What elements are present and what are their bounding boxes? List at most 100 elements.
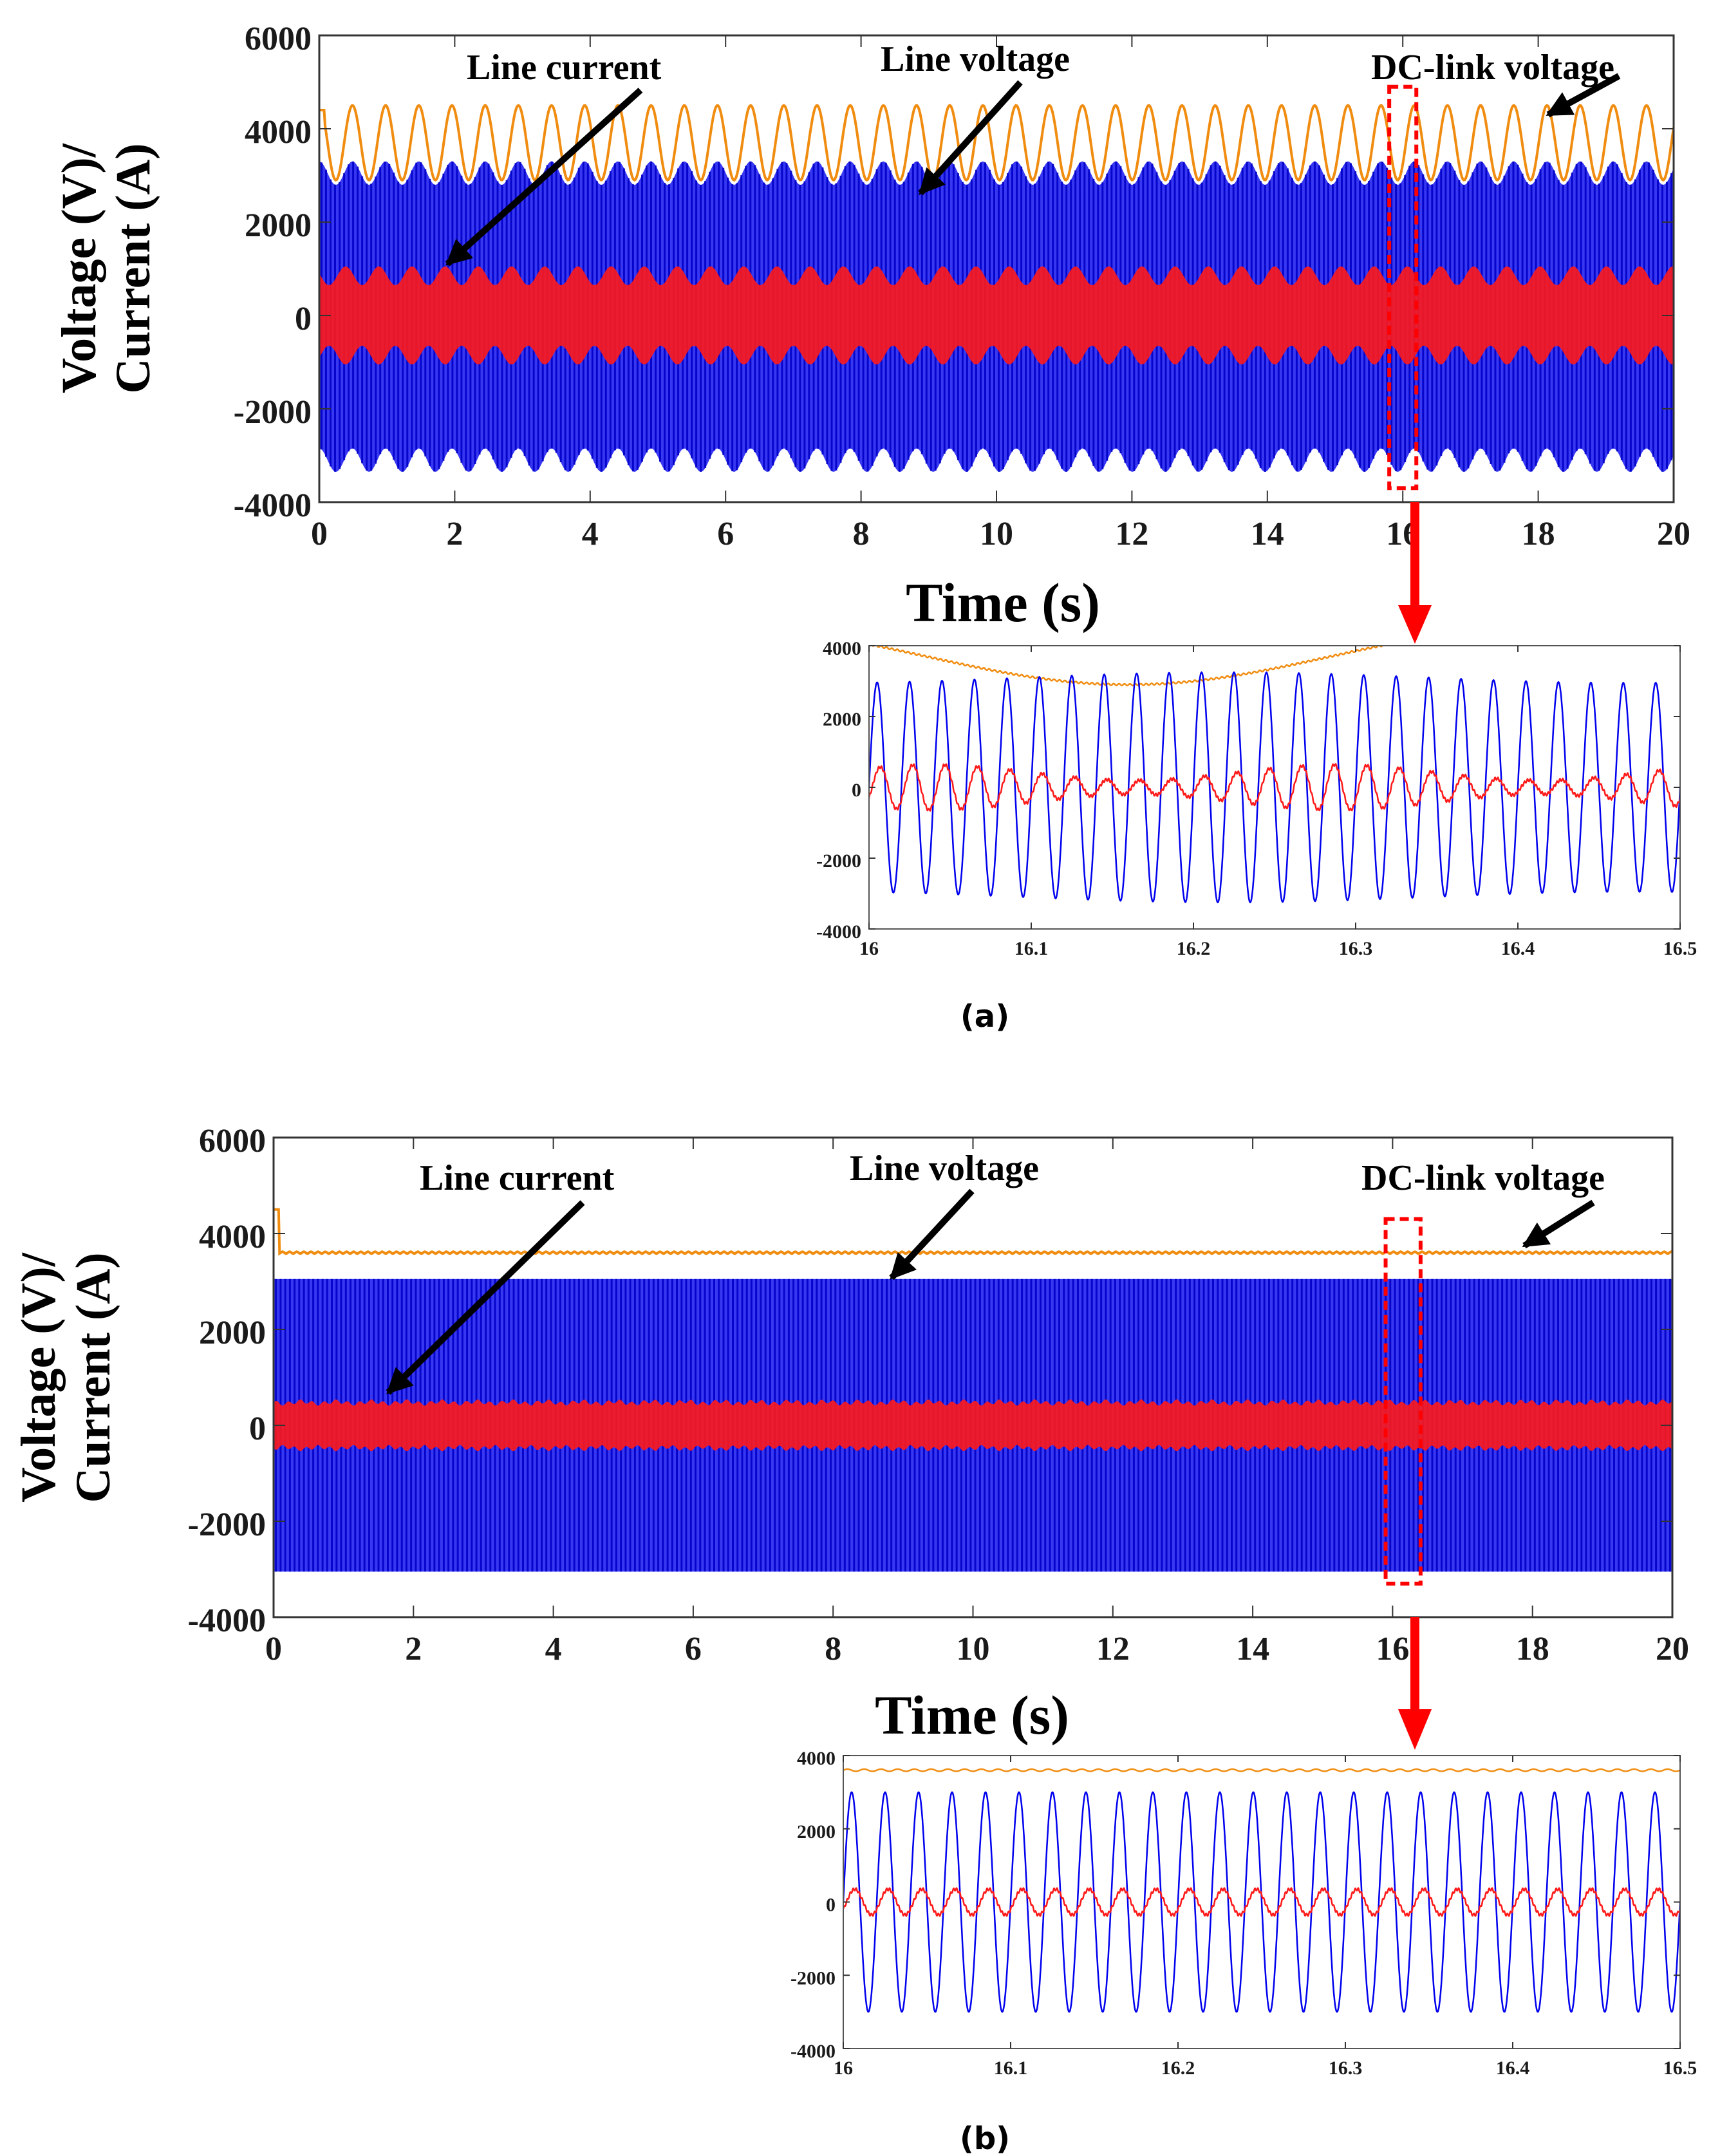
annotation-arrow-line-current — [386, 1200, 585, 1395]
x-tick-label: 4 — [545, 1631, 562, 1667]
x-tick-label: 16.5 — [1663, 938, 1697, 959]
y-tick-label: -4000 — [790, 2041, 836, 2062]
x-tick-label: 12 — [1115, 516, 1148, 552]
chart-a-main: 0 2 4 6 8 10 12 14 16 18 20 -4000-2000020004000600… — [52, 21, 1690, 644]
x-tick-label: 0 — [265, 1631, 282, 1667]
y-tick-label: 4000 — [245, 114, 312, 151]
line-current-line — [869, 763, 1680, 812]
plot-area-a-zoom — [869, 646, 1680, 904]
x-tick-label: 6 — [717, 516, 734, 552]
x-tick-label: 16.3 — [1339, 938, 1373, 959]
y-tick-label: 4000 — [199, 1219, 266, 1255]
dc-link-voltage-line — [871, 646, 1388, 687]
line-voltage-line — [869, 671, 1680, 904]
x-tick-label: 16.4 — [1501, 938, 1535, 959]
dc-link-voltage-line — [843, 1768, 1680, 1772]
dc-link-voltage-line — [274, 1208, 1672, 1256]
x-tick-label: 16 — [859, 938, 879, 959]
zoom-down-arrow-head — [1398, 605, 1432, 644]
y-ticks: -4000 -2000 0 2000 4000 6000 — [234, 21, 1674, 524]
annotation-arrow-line-current — [445, 88, 643, 267]
x-ticks: 16 16.1 16.2 16.3 16.4 16.5 — [834, 1756, 1697, 2079]
x-tick-label: 8 — [825, 1631, 841, 1667]
annotation-arrow-line-voltage — [889, 1188, 975, 1280]
x-tick-label: 16.2 — [1177, 938, 1211, 959]
x-tick-label: 2 — [446, 516, 463, 552]
y-tick-label: -2000 — [188, 1506, 266, 1543]
annotation-arrow-dc-link-voltage — [1546, 73, 1621, 118]
x-tick-label: 16 — [1376, 1631, 1409, 1667]
x-tick-label: 18 — [1516, 1631, 1549, 1667]
x-tick-label: 10 — [980, 516, 1013, 552]
annotation-dc-link-voltage: DC-link voltage — [1371, 48, 1614, 88]
y-axis-label-line1: Voltage (V)/ — [12, 1252, 66, 1503]
x-ticks: 0 2 4 6 8 10 12 14 16 18 20 — [311, 35, 1690, 552]
y-tick-label: 2000 — [823, 709, 861, 730]
chart-b-main: 0 2 4 6 8 10 12 14 16 18 20 -4000 -2000 0 2000 4000 600… — [12, 1123, 1689, 1750]
y-ticks: -4000 -2000 0 2000 4000 — [816, 638, 1680, 942]
plot-area-b-zoom — [843, 1768, 1680, 2013]
annotation-line-current: Line current — [420, 1158, 615, 1198]
x-tick-label: 16.3 — [1329, 2058, 1363, 2079]
annotation-arrow-line-voltage — [918, 80, 1023, 196]
x-tick-label: 8 — [853, 516, 870, 552]
y-tick-label: 6000 — [199, 1123, 266, 1159]
y-tick-label: -2000 — [790, 1967, 836, 1989]
x-axis-label: Time (s) — [906, 572, 1100, 633]
x-tick-label: 16.5 — [1663, 2058, 1697, 2079]
x-tick-label: 16.2 — [1161, 2058, 1195, 2079]
y-ticks: -4000 -2000 0 2000 4000 6000 — [188, 1123, 1672, 1639]
line-current-line — [843, 1887, 1680, 1917]
x-tick-label: 12 — [1096, 1631, 1130, 1667]
y-tick-label: -2000 — [234, 394, 312, 431]
y-tick-label: 0 — [249, 1411, 266, 1447]
x-tick-label: 20 — [1656, 1631, 1689, 1667]
x-tick-label: 16.4 — [1496, 2058, 1530, 2079]
y-tick-label: 6000 — [245, 21, 312, 57]
annotation-arrow-dc-link-voltage — [1522, 1199, 1595, 1249]
line-voltage-line — [843, 1791, 1680, 2013]
annotation-line-voltage: Line voltage — [850, 1148, 1039, 1188]
plot-area-b-main — [274, 1208, 1672, 1572]
y-tick-label: 2000 — [245, 207, 312, 244]
x-tick-label: 16 — [834, 2058, 853, 2079]
y-tick-label: 0 — [826, 1895, 836, 1916]
y-tick-label: 2000 — [797, 1821, 836, 1842]
y-axis-label-line2: Current (A) — [66, 1252, 120, 1503]
line-current-band — [319, 266, 1674, 365]
chart-a-zoom: 16 16.1 16.2 16.3 16.4 16.5 -4000 -2000 0 2000 40… — [816, 638, 1697, 959]
x-ticks: 0 2 4 6 8 10 12 14 16 18 20 — [265, 1138, 1689, 1667]
caption-b: (b) — [960, 2121, 1010, 2156]
x-tick-label: 16.1 — [994, 2058, 1028, 2079]
highlight-box — [1383, 1217, 1423, 1586]
x-tick-label: 6 — [685, 1631, 702, 1667]
annotation-line-current: Line current — [467, 48, 662, 88]
x-tick-label: 2 — [405, 1631, 422, 1667]
x-tick-label: 10 — [957, 1631, 990, 1667]
x-tick-label: 16.1 — [1014, 938, 1049, 959]
annotation-line-voltage: Line voltage — [881, 39, 1070, 79]
y-ticks: -4000 -2000 0 2000 4000 — [790, 1748, 1680, 2062]
highlight-box — [1387, 84, 1419, 491]
x-tick-label: 4 — [582, 516, 599, 552]
y-tick-label: 4000 — [823, 638, 861, 659]
y-tick-label: 0 — [852, 780, 861, 801]
zoom-down-arrow-head — [1398, 1709, 1432, 1750]
y-tick-label: -4000 — [234, 487, 312, 524]
caption-a: (a) — [960, 998, 1009, 1035]
plot-area-a-main — [319, 104, 1674, 472]
y-tick-label: 2000 — [199, 1315, 266, 1351]
line-current-band — [274, 1399, 1672, 1452]
y-tick-label: -4000 — [816, 921, 861, 942]
x-tick-label: 20 — [1657, 516, 1690, 552]
annotation-dc-link-voltage: DC-link voltage — [1361, 1158, 1605, 1198]
x-ticks: 16 16.1 16.2 16.3 16.4 16.5 — [859, 646, 1697, 959]
x-axis-label: Time (s) — [875, 1684, 1069, 1746]
x-tick-label: 0 — [311, 516, 328, 552]
x-tick-label: 14 — [1236, 1631, 1269, 1667]
y-tick-label: -4000 — [188, 1602, 266, 1639]
chart-b-zoom: 16 16.1 16.2 16.3 16.4 16.5 -4000 -2000 0 2000 40… — [790, 1748, 1697, 2079]
y-tick-label: 4000 — [797, 1748, 836, 1769]
y-tick-label: -2000 — [816, 850, 861, 872]
